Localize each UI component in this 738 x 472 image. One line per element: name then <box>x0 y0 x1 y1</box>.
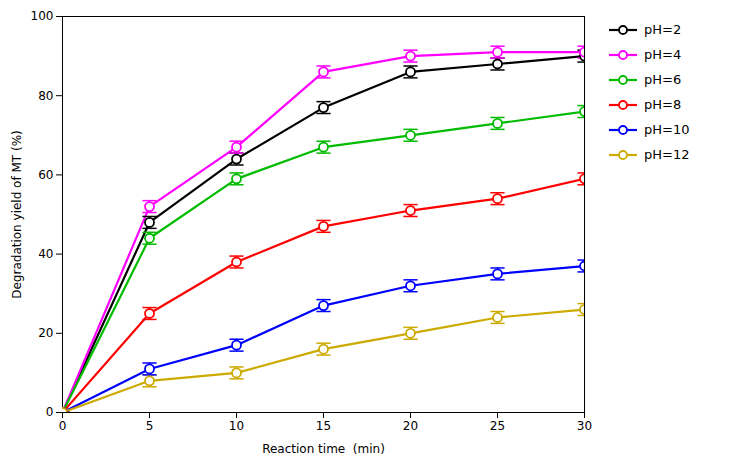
svg-text:0: 0 <box>59 419 67 433</box>
svg-text:15: 15 <box>316 419 331 433</box>
svg-text:80: 80 <box>38 89 53 103</box>
svg-text:Reaction time (min): Reaction time (min) <box>262 442 385 456</box>
svg-text:5: 5 <box>146 419 154 433</box>
html-text:pH=8: pH=8 <box>644 97 682 112</box>
svg-text:30: 30 <box>577 419 592 433</box>
html-text:pH=6: pH=6 <box>644 72 682 87</box>
svg-text:40: 40 <box>38 247 53 261</box>
svg-text:10: 10 <box>229 419 244 433</box>
svg-text:0: 0 <box>46 405 54 419</box>
svg-text:20: 20 <box>38 326 53 340</box>
svg-text:100: 100 <box>31 9 54 23</box>
html-text:pH=10: pH=10 <box>644 122 690 137</box>
svg-text:Degradation yield of MT (%): Degradation yield of MT (%) <box>10 130 24 299</box>
html-text:pH=4: pH=4 <box>644 47 682 62</box>
svg-text:60: 60 <box>38 168 53 182</box>
html-text:pH=12: pH=12 <box>644 147 690 162</box>
svg-text:20: 20 <box>403 419 418 433</box>
html-text:pH=2: pH=2 <box>644 22 682 37</box>
svg-text:25: 25 <box>490 419 505 433</box>
